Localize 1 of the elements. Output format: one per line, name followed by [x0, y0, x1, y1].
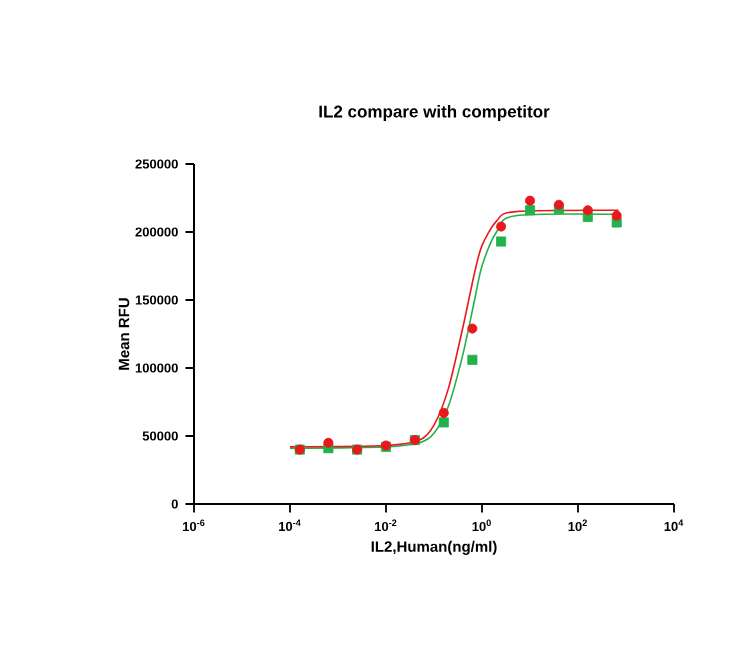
chart-title: IL2 compare with competitor: [319, 105, 550, 121]
